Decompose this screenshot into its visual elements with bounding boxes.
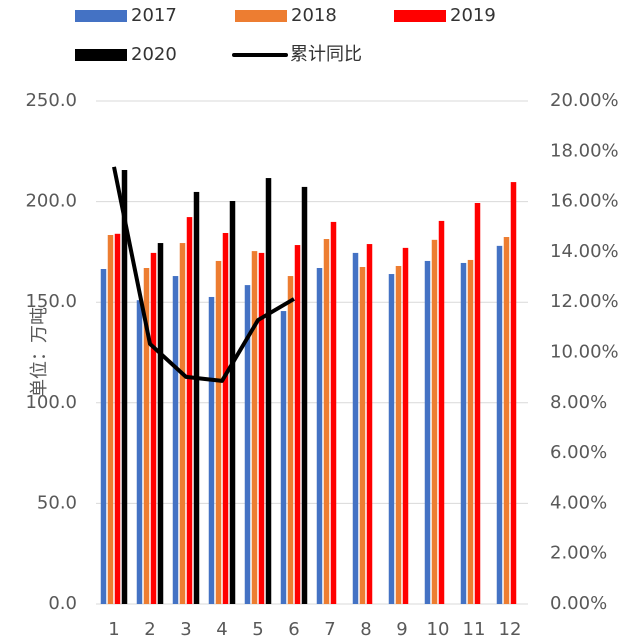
bar (460, 262, 467, 604)
x-tick-label: 12 (499, 619, 522, 640)
y-tick-label: 100.0 (25, 392, 77, 413)
x-tick-label: 2 (144, 619, 155, 640)
y2-tick-label: 0.00% (550, 593, 607, 614)
bar (467, 259, 474, 604)
x-tick-label: 3 (180, 619, 191, 640)
y2-tick-label: 16.00% (550, 191, 619, 212)
legend-swatch (394, 10, 446, 22)
y2-tick-label: 8.00% (550, 392, 607, 413)
line (112, 166, 296, 383)
bar (121, 170, 128, 604)
bar (172, 276, 179, 604)
bar (107, 234, 114, 604)
x-tick-label: 11 (463, 619, 486, 640)
bar (316, 267, 323, 604)
bar (157, 243, 164, 605)
y2-tick-label: 12.00% (550, 291, 619, 312)
bar (215, 260, 222, 604)
y-tick-label: 200.0 (25, 191, 77, 212)
y-tick-label: 150.0 (25, 291, 77, 312)
bar (150, 252, 157, 604)
bar (222, 232, 229, 605)
x-tick-label: 1 (108, 619, 119, 640)
legend-label: 2020 (131, 44, 177, 65)
bar (179, 243, 186, 605)
bar (395, 265, 402, 604)
y2-tick-label: 6.00% (550, 442, 607, 463)
bar (229, 200, 236, 604)
legend-label: 2017 (131, 5, 177, 26)
bar (143, 267, 150, 604)
bar (323, 239, 330, 604)
bar (352, 252, 359, 604)
bar (474, 203, 481, 604)
y-tick-label: 250.0 (25, 90, 77, 111)
y-tick-label: 50.0 (37, 492, 77, 513)
bar (294, 245, 301, 604)
bar (287, 276, 294, 604)
y2-tick-label: 20.00% (550, 90, 619, 111)
bar (280, 311, 287, 604)
bar (100, 269, 107, 604)
bar (136, 300, 143, 604)
legend-label: 2018 (291, 5, 337, 26)
bar (258, 252, 265, 604)
bar (366, 244, 373, 604)
bar (301, 186, 308, 604)
bar (402, 247, 409, 604)
bar (114, 233, 121, 605)
y-tick-label: 0.0 (48, 593, 77, 614)
bar (330, 221, 337, 604)
bar (438, 220, 445, 604)
legend-swatch (235, 10, 287, 22)
bar (244, 285, 251, 604)
bar (431, 239, 438, 604)
bar (251, 251, 258, 604)
bar (265, 178, 272, 604)
bar (503, 237, 510, 604)
x-tick-label: 9 (396, 619, 407, 640)
bar (424, 260, 431, 604)
x-tick-label: 5 (252, 619, 263, 640)
legend-label: 2019 (450, 5, 496, 26)
y2-tick-label: 14.00% (550, 241, 619, 262)
legend-swatch (75, 49, 127, 61)
bar (388, 274, 395, 604)
bar (208, 296, 215, 604)
bar (510, 182, 517, 604)
x-tick-label: 7 (324, 619, 335, 640)
bar (186, 217, 193, 604)
x-tick-label: 4 (216, 619, 227, 640)
legend-swatch (75, 10, 127, 22)
bar (193, 191, 200, 605)
bar (496, 245, 503, 604)
x-tick-label: 8 (360, 619, 371, 640)
y2-tick-label: 10.00% (550, 342, 619, 363)
x-tick-label: 6 (288, 619, 299, 640)
y2-tick-label: 4.00% (550, 492, 607, 513)
bar (359, 266, 366, 604)
y2-tick-label: 18.00% (550, 140, 619, 161)
x-tick-label: 10 (427, 619, 450, 640)
y-axis-label: 单位：万吨 (29, 307, 50, 397)
y2-tick-label: 2.00% (550, 543, 607, 564)
legend-label: 累计同比 (290, 44, 362, 65)
